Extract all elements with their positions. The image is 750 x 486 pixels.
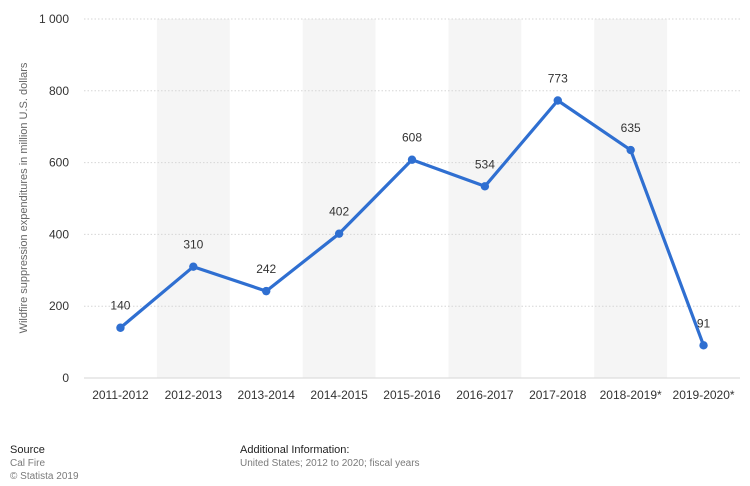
x-tick-label: 2012-2013: [165, 388, 223, 402]
y-tick-labels: 0 200 400 600 800 1 000: [39, 12, 69, 385]
data-label: 402: [329, 205, 349, 219]
x-tick-label: 2015-2016: [383, 388, 441, 402]
y-axis-title: Wildfire suppression expenditures in mil…: [18, 62, 30, 333]
source-name: Cal Fire: [10, 458, 46, 469]
y-tick-label: 200: [49, 299, 69, 313]
column-band: [156, 19, 230, 378]
data-label: 773: [548, 71, 568, 85]
data-point: [116, 323, 125, 332]
column-bands: [156, 19, 668, 378]
y-tick-label: 800: [49, 84, 69, 98]
source-heading: Source: [10, 444, 45, 456]
x-tick-label: 2013-2014: [238, 388, 296, 402]
data-point: [553, 96, 562, 105]
data-point: [334, 229, 344, 238]
x-tick-label: 2011-2012: [92, 388, 149, 402]
data-point: [480, 182, 490, 191]
data-point: [626, 145, 635, 155]
x-tick-labels: 2011-2012 2012-2013 2013-2014 2014-2015 2015…: [92, 388, 735, 402]
data-label: 140: [110, 299, 130, 313]
data-point: [699, 341, 708, 350]
column-band: [302, 19, 376, 378]
y-tick-label: 1 000: [39, 12, 69, 26]
x-tick-label: 2014-2015: [310, 388, 368, 402]
data-labels: 140 310 242 402 608 534 773 635 91: [110, 71, 710, 330]
gridlines: [84, 18, 740, 379]
column-band: [448, 19, 522, 378]
footer-source: Source Cal Fire © Statista 2019: [10, 444, 79, 483]
column-band: [594, 19, 668, 378]
y-tick-label: 0: [62, 371, 69, 385]
footer-info: Additional Information: United States; 2…: [240, 444, 420, 470]
data-label: 534: [475, 157, 495, 171]
info-heading: Additional Information:: [240, 444, 350, 456]
data-label: 635: [621, 121, 641, 135]
data-label: 91: [697, 316, 711, 330]
x-tick-label: 2016-2017: [456, 388, 514, 402]
y-tick-label: 600: [49, 156, 69, 170]
data-label: 310: [183, 238, 203, 252]
x-tick-label: 2017-2018: [529, 388, 587, 402]
data-point: [262, 286, 271, 296]
data-point: [189, 262, 198, 271]
data-label: 242: [256, 262, 276, 276]
info-text: United States; 2012 to 2020; fiscal year…: [240, 458, 420, 469]
data-point: [407, 155, 417, 164]
data-points: [116, 96, 708, 350]
x-tick-label: 2018-2019*: [600, 388, 662, 402]
x-tick-label: 2019-2020*: [673, 388, 735, 402]
data-label: 608: [402, 131, 422, 145]
copyright: © Statista 2019: [10, 471, 79, 482]
y-tick-label: 400: [49, 227, 69, 241]
